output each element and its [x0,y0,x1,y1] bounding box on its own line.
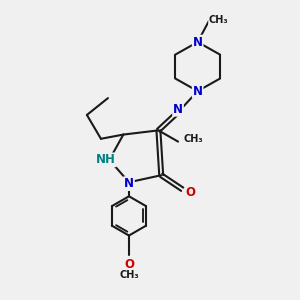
Text: N: N [173,103,183,116]
Text: CH₃: CH₃ [209,15,229,25]
Text: CH₃: CH₃ [119,270,139,280]
Text: O: O [124,259,134,272]
Text: O: O [186,186,196,199]
Text: CH₃: CH₃ [184,134,203,144]
Text: N: N [124,177,134,190]
Text: N: N [193,85,203,98]
Text: N: N [193,35,203,49]
Text: NH: NH [96,153,116,166]
